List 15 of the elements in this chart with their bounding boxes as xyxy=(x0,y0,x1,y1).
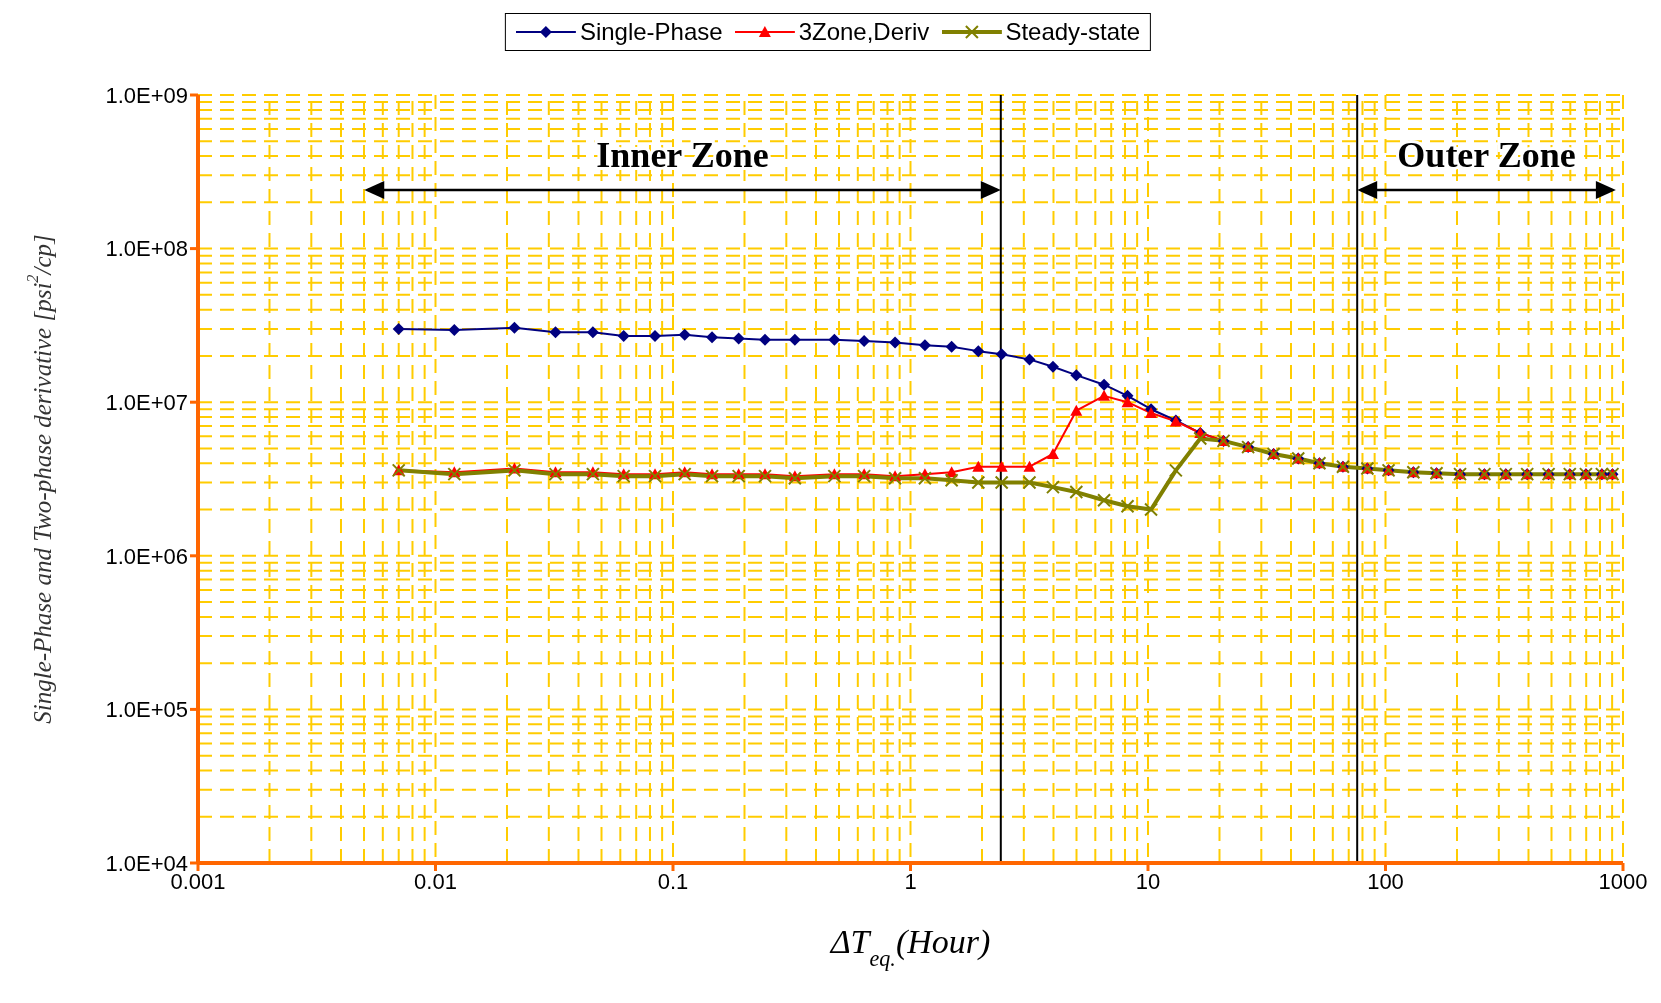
x-tick-label: 0.1 xyxy=(657,868,689,894)
x-axis-title: ΔT$_{eq.}$(Hour) xyxy=(828,923,991,971)
legend-label: Steady-state xyxy=(1004,18,1141,46)
x-tick-label: 1 xyxy=(904,868,917,894)
legend-label: Single-Phase xyxy=(578,18,723,46)
x-tick-label: 100 xyxy=(1367,868,1404,894)
legend-label: 3Zone,Deriv xyxy=(797,18,930,46)
y-tick-label: 1.0E+08 xyxy=(105,236,188,262)
y-tick-label: 1.0E+06 xyxy=(105,543,188,569)
x-tick-label: 0.01 xyxy=(414,868,457,894)
y-tick-label: 1.0E+07 xyxy=(105,390,188,416)
y-tick-label: 1.0E+09 xyxy=(105,82,188,108)
y-tick-label: 1.0E+05 xyxy=(105,697,188,723)
x-tick-label: 1000 xyxy=(1598,868,1648,894)
x-tick-label: 10 xyxy=(1135,868,1161,894)
